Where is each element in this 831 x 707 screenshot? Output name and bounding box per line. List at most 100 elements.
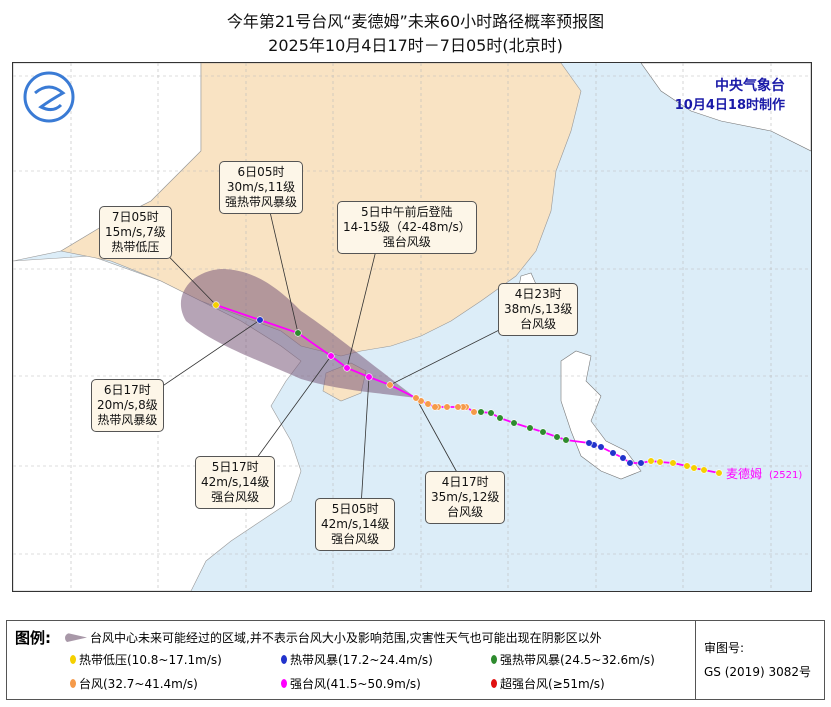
- forecast-label-line: 强台风级: [382, 235, 431, 249]
- forecast-label-line: 42m/s,14级: [201, 475, 270, 489]
- legend-item-label: 台风(32.7~41.4m/s): [79, 677, 198, 691]
- forecast-label-line: 38m/s,13级: [504, 302, 573, 316]
- review-box: 审图号: GS (2019) 3082号: [695, 621, 825, 699]
- forecast-label: 4日17时 35m/s,12级 台风级: [425, 471, 506, 524]
- track-point: [539, 428, 547, 436]
- track-point: [715, 469, 723, 477]
- map-svg: 95°E100°E105°E110°E115°E120°E125°E130°E1…: [12, 62, 822, 606]
- forecast-label: 7日05时 15m/s,7级 热带低压: [99, 206, 172, 259]
- org-name: 中央气象台: [715, 78, 785, 94]
- forecast-label-line: 20m/s,8级: [97, 398, 158, 412]
- legend-item: 强台风(41.5~50.9m/s): [281, 675, 421, 692]
- forecast-label: 6日17时 20m/s,8级 热带风暴级: [91, 379, 164, 432]
- track-point: [487, 409, 495, 417]
- track-point: [619, 454, 627, 462]
- forecast-label-line: 热带风暴级: [97, 413, 158, 427]
- forecast-label-line: 4日17时: [441, 475, 489, 489]
- typhoon-symbol-icon: [70, 679, 76, 688]
- legend-item: 热带风暴(17.2~24.4m/s): [281, 651, 433, 668]
- typhoon-symbol-icon: [70, 655, 76, 664]
- forecast-label-line: 5日17时: [211, 460, 259, 474]
- legend-cone: 台风中心未来可能经过的区域,并不表示台风大小及影响范围,灾害性天气也可能出现在阴…: [65, 629, 602, 646]
- typhoon-symbol-icon: [491, 655, 497, 664]
- legend-item: 超强台风(≥51m/s): [491, 675, 605, 692]
- legend-item-label: 热带风暴(17.2~24.4m/s): [290, 653, 433, 667]
- forecast-label-line: 台风级: [520, 317, 557, 331]
- legend-item-label: 强台风(41.5~50.9m/s): [290, 677, 421, 691]
- forecast-label: 5日中午前后登陆 14-15级（42-48m/s） 强台风级: [337, 201, 477, 254]
- cma-logo-icon: [23, 71, 75, 123]
- legend-item-label: 强热带风暴(24.5~32.6m/s): [500, 653, 655, 667]
- typhoon-name: 麦德姆: [726, 466, 762, 481]
- legend-cone-text: 台风中心未来可能经过的区域,并不表示台风大小及影响范围,灾害性天气也可能出现在阴…: [90, 631, 602, 645]
- track-point: [424, 400, 432, 408]
- map-title: 今年第21号台风“麦德姆”未来60小时路径概率预报图: [226, 12, 605, 31]
- track-point: [412, 394, 420, 402]
- track-point: [496, 414, 504, 422]
- typhoon-symbol-icon: [281, 655, 287, 664]
- track-point: [343, 364, 351, 372]
- legend: 图例: 台风中心未来可能经过的区域,并不表示台风大小及影响范围,灾害性天气也可能…: [6, 620, 825, 700]
- track-point: [477, 408, 485, 416]
- track-point: [609, 449, 617, 457]
- forecast-label: 4日23时 38m/s,13级 台风级: [498, 283, 579, 336]
- forecast-label-line: 6日05时: [237, 165, 285, 179]
- forecast-label-line: 6日17时: [103, 383, 151, 397]
- forecast-label-line: 42m/s,14级: [321, 517, 390, 531]
- track-point: [526, 424, 534, 432]
- forecast-label-line: 强台风级: [331, 532, 380, 546]
- forecast-label-line: 15m/s,7级: [105, 225, 166, 239]
- map-subtitle: 2025年10月4日17时－7日05时(北京时): [268, 36, 563, 55]
- legend-item: 台风(32.7~41.4m/s): [70, 675, 198, 692]
- track-point: [553, 433, 561, 441]
- forecast-label-line: 35m/s,12级: [431, 490, 500, 504]
- track-point: [443, 403, 451, 411]
- track-point: [597, 443, 605, 451]
- forecast-label-line: 强热带风暴级: [225, 195, 298, 209]
- typhoon-map: 95°E100°E105°E110°E115°E120°E125°E130°E1…: [12, 62, 822, 606]
- track-point: [585, 439, 593, 447]
- track-point: [365, 373, 373, 381]
- track-point: [562, 436, 570, 444]
- track-point: [212, 301, 220, 309]
- review-title: 审图号:: [704, 641, 745, 655]
- legend-title: 图例:: [15, 629, 51, 647]
- track-point: [470, 408, 478, 416]
- track-point: [637, 459, 645, 467]
- legend-item: 热带低压(10.8~17.1m/s): [70, 651, 222, 668]
- forecast-label-line: 7日05时: [111, 210, 159, 224]
- forecast-label-line: 14-15级（42-48m/s）: [343, 220, 471, 234]
- legend-item: 强热带风暴(24.5~32.6m/s): [491, 651, 655, 668]
- track-point: [700, 466, 708, 474]
- forecast-label-line: 5日中午前后登陆: [361, 205, 453, 219]
- review-number: GS (2019) 3082号: [704, 665, 811, 679]
- track-point: [647, 457, 655, 465]
- typhoon-symbol-icon: [491, 679, 497, 688]
- track-point: [669, 459, 677, 467]
- track-point: [690, 464, 698, 472]
- legend-item-label: 超强台风(≥51m/s): [500, 677, 605, 691]
- track-point: [256, 316, 264, 324]
- forecast-label-line: 30m/s,11级: [226, 180, 296, 194]
- forecast-label-line: 4日23时: [514, 287, 562, 301]
- forecast-label-line: 强台风级: [211, 490, 260, 504]
- forecast-label: 6日05时 30m/s,11级 强热带风暴级: [219, 161, 304, 214]
- legend-item-label: 热带低压(10.8~17.1m/s): [79, 653, 222, 667]
- track-point: [327, 352, 335, 360]
- track-point: [386, 381, 394, 389]
- track-point: [431, 403, 439, 411]
- forecast-label-line: 热带低压: [111, 240, 160, 254]
- track-point: [626, 459, 634, 467]
- luzon: [560, 350, 642, 480]
- typhoon-code: (2521): [769, 470, 802, 481]
- track-point: [510, 419, 518, 427]
- cone-icon: [65, 632, 87, 643]
- track-point: [683, 462, 691, 470]
- track-point: [656, 458, 664, 466]
- forecast-label: 5日05时 42m/s,14级 强台风级: [315, 498, 396, 551]
- track-point: [294, 329, 302, 337]
- forecast-label: 5日17时 42m/s,14级 强台风级: [195, 456, 276, 509]
- forecast-label-line: 5日05时: [331, 502, 379, 516]
- track-point: [454, 403, 462, 411]
- typhoon-symbol-icon: [281, 679, 287, 688]
